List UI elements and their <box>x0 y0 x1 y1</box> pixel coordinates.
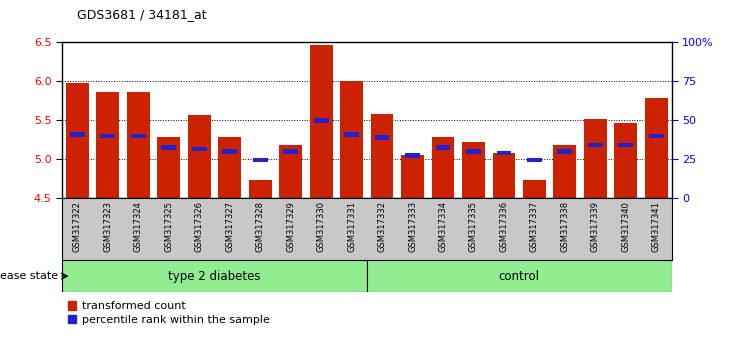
Text: GSM317326: GSM317326 <box>195 201 204 252</box>
Bar <box>279 145 302 198</box>
Bar <box>344 132 359 137</box>
Bar <box>401 155 424 198</box>
Bar <box>222 149 237 154</box>
Text: GSM317335: GSM317335 <box>469 201 478 252</box>
Text: GSM317340: GSM317340 <box>621 201 631 252</box>
Text: GSM317324: GSM317324 <box>134 201 143 252</box>
Bar <box>188 115 211 198</box>
Bar <box>62 260 367 292</box>
Bar <box>283 149 298 154</box>
Bar <box>157 137 180 198</box>
Bar <box>127 92 150 198</box>
Text: GSM317323: GSM317323 <box>103 201 112 252</box>
Bar <box>131 134 146 138</box>
Text: GSM317338: GSM317338 <box>561 201 569 252</box>
Text: GSM317337: GSM317337 <box>530 201 539 252</box>
Bar <box>218 137 241 198</box>
Text: GSM317328: GSM317328 <box>255 201 265 252</box>
Bar <box>96 92 119 198</box>
Bar <box>405 153 420 158</box>
Text: GSM317331: GSM317331 <box>347 201 356 252</box>
Bar <box>70 132 85 137</box>
Bar <box>340 81 363 198</box>
Bar <box>496 151 512 155</box>
Bar <box>192 147 207 151</box>
Bar <box>588 143 603 147</box>
Bar <box>161 145 176 150</box>
Bar <box>310 45 333 198</box>
Text: GSM317341: GSM317341 <box>652 201 661 252</box>
Text: GSM317332: GSM317332 <box>377 201 387 252</box>
Bar <box>367 260 672 292</box>
Bar <box>493 153 515 198</box>
Text: type 2 diabetes: type 2 diabetes <box>168 270 261 282</box>
Bar <box>523 180 546 198</box>
Text: GSM317330: GSM317330 <box>317 201 326 252</box>
Bar <box>253 158 268 162</box>
Text: GSM317339: GSM317339 <box>591 201 600 252</box>
Bar <box>615 123 637 198</box>
Bar <box>66 83 89 198</box>
Text: GSM317329: GSM317329 <box>286 201 295 252</box>
Bar <box>618 143 634 147</box>
Text: GSM317325: GSM317325 <box>164 201 173 252</box>
Bar <box>645 98 668 198</box>
Bar <box>374 135 390 139</box>
Bar <box>371 114 393 198</box>
Text: disease state: disease state <box>0 271 58 281</box>
Bar <box>584 119 607 198</box>
Bar <box>649 134 664 138</box>
Bar <box>527 158 542 162</box>
Bar <box>553 144 577 198</box>
Text: GSM317333: GSM317333 <box>408 201 417 252</box>
Text: GSM317327: GSM317327 <box>225 201 234 252</box>
Bar <box>314 118 328 122</box>
Text: GSM317334: GSM317334 <box>439 201 447 252</box>
Bar <box>436 145 450 150</box>
Text: GSM317322: GSM317322 <box>73 201 82 252</box>
Bar <box>462 142 485 198</box>
Bar <box>249 180 272 198</box>
Text: GDS3681 / 34181_at: GDS3681 / 34181_at <box>77 8 207 21</box>
Legend: transformed count, percentile rank within the sample: transformed count, percentile rank withi… <box>68 301 270 325</box>
Bar <box>100 134 115 138</box>
Text: GSM317336: GSM317336 <box>499 201 509 252</box>
Bar <box>558 149 572 154</box>
Text: control: control <box>499 270 539 282</box>
Bar <box>466 149 481 154</box>
Bar <box>431 137 455 198</box>
